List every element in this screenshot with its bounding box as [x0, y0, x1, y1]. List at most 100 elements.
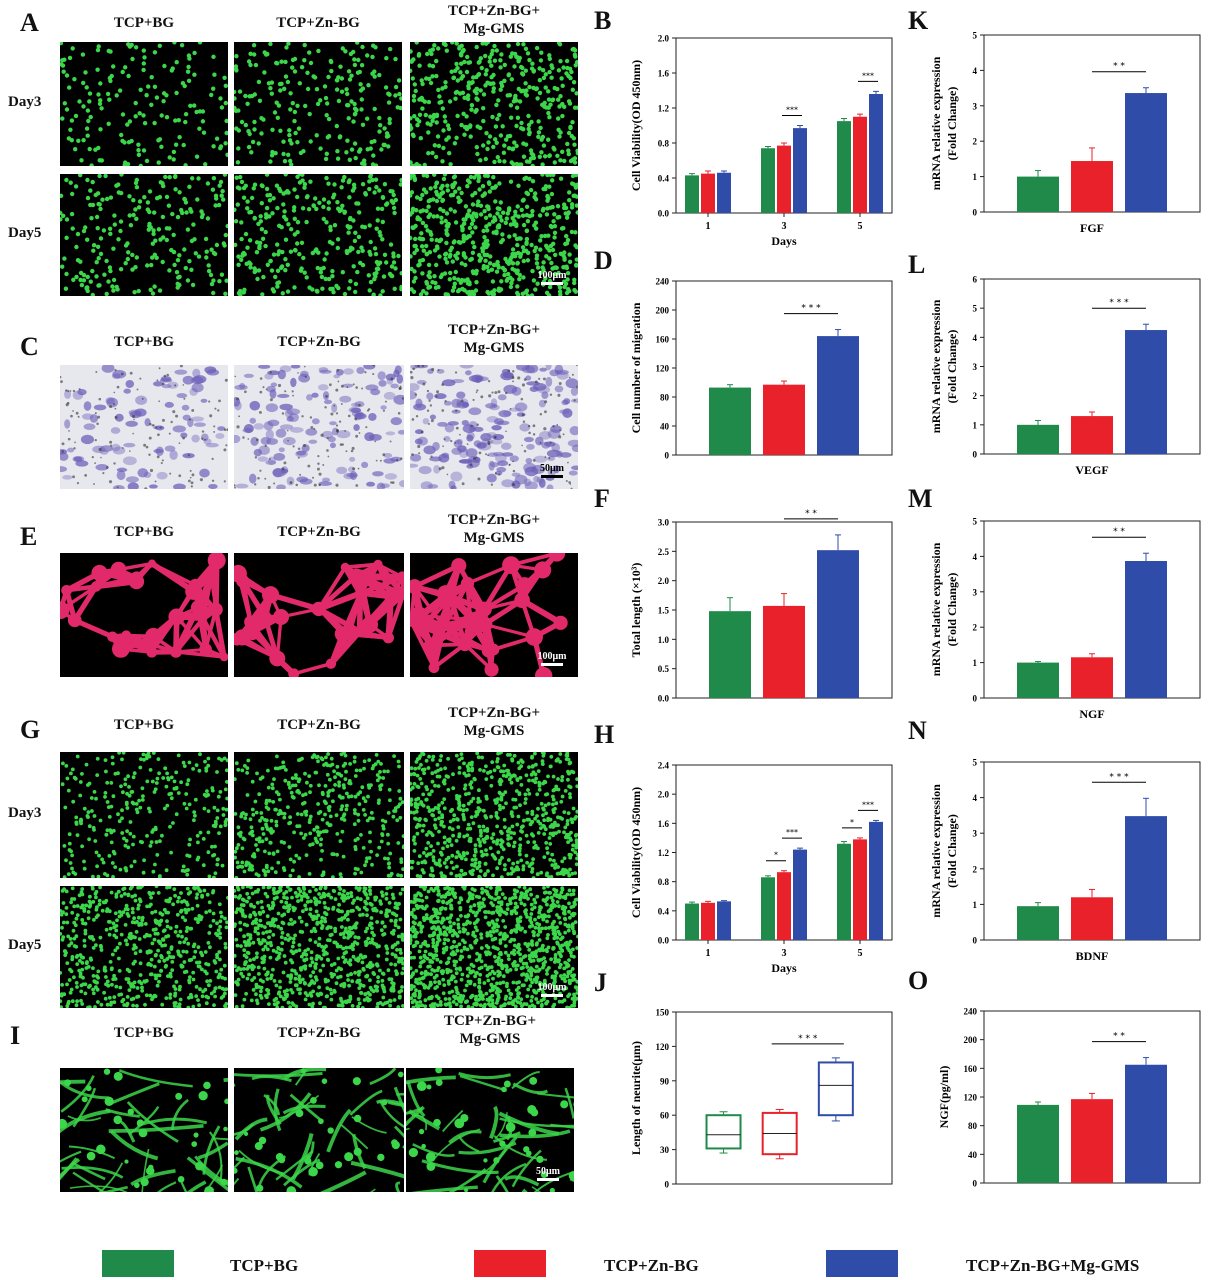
y-axis-label: mRNA relative expression [929, 56, 943, 190]
y-tick-label: 0 [973, 694, 978, 704]
y-tick-label: 4 [973, 333, 978, 343]
y-tick-label: 150 [656, 1008, 670, 1018]
y-tick-label: 4 [973, 552, 978, 562]
panel-label-e: E [20, 522, 38, 551]
y-tick-label: 3 [973, 362, 978, 372]
y-tick-label: 1.0 [658, 635, 670, 645]
x-tick-label: 5 [858, 221, 863, 232]
bar [717, 901, 731, 940]
chart-h: 0.0 0.4 0.8 1.2 1.6 2.0 2.4 Cell Viability(OD 4… [606, 749, 902, 984]
legend-label-mg: TCP+Zn-BG+Mg-GMS [966, 1256, 1140, 1275]
scale-bar-label: 50μm [540, 463, 564, 474]
y-tick-label: 90 [660, 1076, 670, 1086]
bar [709, 611, 751, 698]
y-tick-label: 1.2 [658, 848, 670, 858]
column-title: TCP+Zn-BG [277, 1025, 361, 1041]
y-tick-label: 0.0 [658, 694, 670, 704]
y-tick-label: 240 [656, 277, 670, 287]
significance-stars: * * * [798, 1034, 818, 1044]
scale-bar: 50μm [532, 463, 572, 478]
bar [701, 902, 715, 940]
y-tick-label: 1 [973, 420, 978, 430]
y-tick-label: 2 [973, 391, 978, 401]
significance-stars: *** [862, 800, 874, 809]
y-tick-label: 0.5 [658, 664, 670, 674]
column-title: TCP+BG [113, 1025, 175, 1041]
significance-stars: * * [1113, 62, 1125, 72]
y-tick-label: 2.4 [658, 761, 670, 771]
y-tick-label: 200 [964, 1035, 978, 1045]
y-tick-label: 5 [973, 758, 978, 768]
column-title: TCP+BG [113, 334, 175, 350]
scale-bar-label: 100μm [537, 651, 567, 662]
significance-stars: * * * [1109, 772, 1129, 782]
panel-label-g: G [20, 715, 41, 744]
micrograph-c-2-1 [234, 365, 404, 489]
y-tick-label: 2 [973, 623, 978, 633]
significance-stars: * * [805, 509, 817, 519]
column-title: TCP+Zn-BG+ Mg-GMS [447, 322, 541, 356]
y-tick-label: 3.0 [658, 518, 670, 528]
chart-k: 0 1 2 3 4 5 mRNA relative expression (Fold Chan… [914, 19, 1210, 256]
bar [1125, 1064, 1167, 1183]
y-axis-label: mRNA relative expression [929, 542, 943, 676]
micrograph-c-1-1 [60, 365, 228, 489]
bar [1125, 561, 1167, 698]
bar [869, 94, 883, 213]
panel-label-c: C [20, 332, 39, 361]
y-axis-label: Total length (×10³) [629, 563, 643, 658]
significance-stars: *** [786, 828, 798, 837]
micrograph-e-3-1 [410, 553, 578, 677]
y-tick-label: 0 [973, 208, 978, 218]
y-axis-label: (Fold Change) [945, 573, 959, 647]
column-title: TCP+Zn-BG [277, 334, 361, 350]
significance-stars: * [850, 818, 854, 827]
bar [1017, 424, 1059, 454]
bar [701, 173, 715, 213]
y-tick-label: 60 [660, 1111, 670, 1121]
x-axis-label: FGF [1080, 221, 1104, 235]
micrograph-a-1-1 [60, 42, 228, 166]
column-title: TCP+Zn-BG [277, 717, 361, 733]
micrograph-g-1-2 [60, 886, 228, 1008]
micrograph-i-2-1 [234, 1068, 404, 1192]
row-label: Day3 [8, 805, 42, 821]
y-tick-label: 1.6 [658, 819, 670, 829]
micrograph-g-3-1 [410, 752, 578, 878]
chart-n: 0 1 2 3 4 5 mRNA relative expression (Fold Chan… [914, 746, 1210, 984]
bar [793, 849, 807, 940]
column-title: TCP+Zn-BG+ Mg-GMS [443, 1013, 537, 1047]
y-tick-label: 0 [973, 1179, 978, 1189]
bar [1017, 662, 1059, 698]
panel-label-m: M [908, 484, 933, 513]
bar [763, 605, 805, 698]
y-tick-label: 2 [973, 137, 978, 147]
significance-stars: * * * [1109, 298, 1129, 308]
y-tick-label: 0 [665, 451, 670, 461]
y-tick-label: 1 [973, 172, 978, 182]
panel-label-d: D [594, 246, 613, 275]
panel-label-n: N [908, 716, 927, 745]
y-axis-label: NGF(pg/ml) [937, 1066, 951, 1129]
chart-f: 0.0 0.5 1.0 1.5 2.0 2.5 3.0 Total length (×10³)… [606, 506, 902, 742]
bar [1017, 906, 1059, 940]
bar [685, 175, 699, 213]
micrograph-a-3-2 [410, 174, 578, 296]
x-tick-label: 3 [782, 948, 787, 959]
panel-label-l: L [908, 250, 926, 279]
bar [777, 872, 791, 940]
y-tick-label: 160 [964, 1064, 978, 1074]
y-tick-label: 6 [973, 275, 978, 285]
micrograph-i-1-1 [60, 1068, 228, 1192]
y-axis-label: (Fold Change) [945, 814, 959, 888]
significance-stars: *** [862, 71, 874, 80]
bar [1017, 1104, 1059, 1183]
panel-label-k: K [908, 6, 929, 35]
bar [777, 145, 791, 213]
bar [853, 116, 867, 213]
y-tick-label: 1.2 [658, 104, 670, 114]
chart-b: 0.0 0.4 0.8 1.2 1.6 2.0 Cell Viability(OD 450n… [606, 22, 902, 257]
row-label: Day3 [8, 94, 42, 110]
bar [761, 148, 775, 213]
bar [763, 384, 805, 455]
